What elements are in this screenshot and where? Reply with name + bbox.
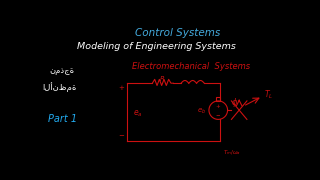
Text: Part 1: Part 1 [48, 114, 77, 124]
Text: +: + [119, 85, 124, 91]
Text: +: + [216, 104, 220, 109]
Text: $e_b$: $e_b$ [197, 107, 206, 116]
Text: R: R [160, 76, 165, 82]
Text: الأنظمة: الأنظمة [42, 82, 76, 92]
Text: Control Systems: Control Systems [135, 28, 220, 38]
Text: نمذجة: نمذجة [49, 66, 74, 75]
Text: $T_L$: $T_L$ [264, 89, 273, 101]
Text: $e_a$: $e_a$ [133, 108, 143, 119]
Text: −: − [216, 112, 220, 117]
Text: Electromechanical  Systems: Electromechanical Systems [132, 62, 250, 71]
Text: $T_m / \omega_a$: $T_m / \omega_a$ [223, 149, 241, 158]
Text: −: − [119, 133, 124, 139]
Bar [216, 97, 220, 101]
Text: Modeling of Engineering Systems: Modeling of Engineering Systems [77, 42, 236, 51]
Text: $\phi$: $\phi$ [231, 96, 238, 109]
